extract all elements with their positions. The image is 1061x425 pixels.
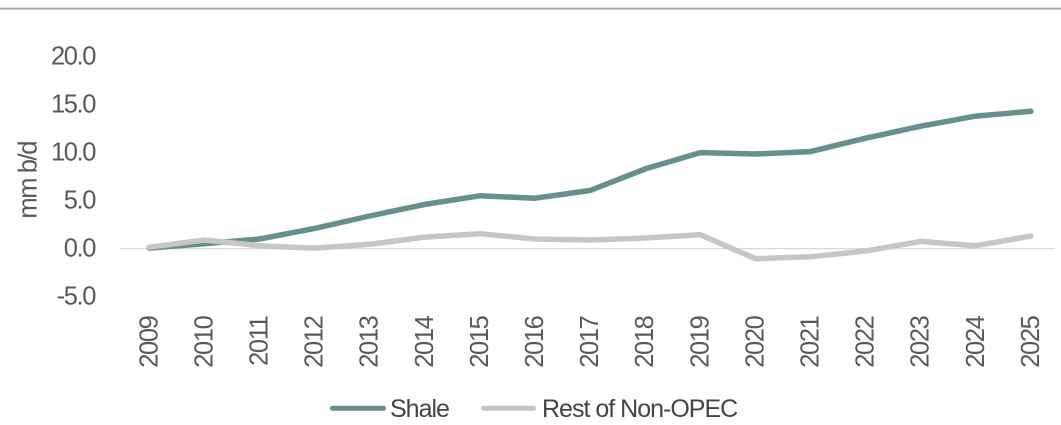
svg-text:2013: 2013 <box>356 315 384 367</box>
svg-text:2023: 2023 <box>907 315 935 367</box>
svg-text:mm b/d: mm b/d <box>15 142 43 219</box>
svg-text:2025: 2025 <box>1017 315 1045 367</box>
svg-text:2022: 2022 <box>852 316 880 367</box>
svg-text:2011: 2011 <box>246 316 274 365</box>
svg-text:5.0: 5.0 <box>64 187 96 215</box>
svg-text:2009: 2009 <box>135 316 163 367</box>
svg-text:2015: 2015 <box>466 315 494 367</box>
svg-text:2024: 2024 <box>962 315 990 367</box>
svg-text:2020: 2020 <box>741 315 769 367</box>
svg-text:2014: 2014 <box>411 315 439 367</box>
svg-text:15.0: 15.0 <box>51 91 96 119</box>
svg-text:Rest of Non-OPEC: Rest of Non-OPEC <box>542 395 738 420</box>
svg-text:Shale: Shale <box>390 395 449 420</box>
svg-text:0.0: 0.0 <box>64 235 96 263</box>
svg-text:2010: 2010 <box>190 315 218 367</box>
svg-text:2021: 2021 <box>797 316 825 367</box>
svg-text:2016: 2016 <box>521 315 549 367</box>
svg-text:-5.0: -5.0 <box>57 283 97 311</box>
svg-text:20.0: 20.0 <box>51 43 96 71</box>
svg-text:2012: 2012 <box>301 316 329 367</box>
svg-text:10.0: 10.0 <box>51 139 96 167</box>
svg-text:2017: 2017 <box>576 316 604 367</box>
svg-text:2018: 2018 <box>631 315 659 367</box>
svg-text:2019: 2019 <box>686 316 714 367</box>
